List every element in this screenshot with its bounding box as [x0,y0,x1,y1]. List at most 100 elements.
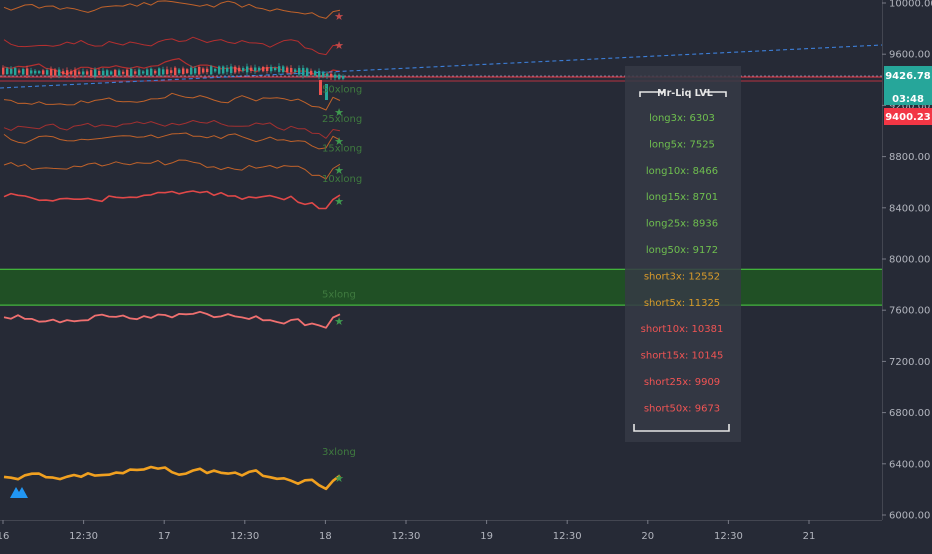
candle-body [122,71,125,74]
candle-body [18,70,21,73]
candle-body [202,68,205,73]
candle-body [14,68,17,75]
y-tick-label: 8400.00 [889,203,930,214]
candle-body [110,71,113,75]
candle-body [6,68,9,75]
candle-body [66,70,69,76]
liq-table-row: long10x: 8466 [646,166,718,177]
level-label-3xlong: 3xlong [322,447,356,458]
star-marker-icon: ★ [334,195,344,208]
candle-body [82,71,85,75]
candle-body [118,70,121,76]
candle-body [174,67,177,76]
highlight-zone [0,269,882,306]
candle-body [138,69,141,76]
candle-body [70,71,73,75]
level-line-6 [3,132,341,150]
candle-body [78,71,81,75]
candle-body [330,73,333,78]
candle-body [302,67,305,76]
level-label-50xlong: 50xlong [322,85,362,96]
candle-body [194,68,197,74]
candle-body [198,66,201,75]
candle-body [94,69,97,77]
candle-body [90,70,93,76]
candle-body [50,69,53,76]
candle-body [178,69,181,74]
candle-body [338,74,341,79]
candle-body [10,68,13,74]
candle-body [310,70,313,75]
liq-table-row: short15x: 10145 [641,351,724,362]
current-price-value: 9426.78 [885,71,931,82]
star-marker-icon: ★ [334,106,344,119]
candle-body [306,68,309,77]
candle-body [58,69,61,76]
liq-table-row: long3x: 6303 [649,113,715,124]
candle-body [154,70,157,74]
candle-body [270,66,273,72]
candle-body [142,71,145,74]
x-tick-label: 17 [158,531,171,542]
level-line-9 [3,310,341,329]
candle-body [62,71,65,75]
candle-body [98,71,101,75]
candle-body [42,70,45,75]
liq-table-row: short50x: 9673 [644,403,720,414]
candle-body [190,67,193,75]
candle-body [318,70,321,77]
candle-body [290,67,293,73]
star-marker-icon: ★ [334,164,344,177]
liq-table-panel [625,66,741,442]
candle-body [150,68,153,76]
candle-body [242,68,245,71]
x-tick-label: 16 [0,531,9,542]
level-label-5xlong: 5xlong [322,289,356,300]
candle-body [114,69,117,76]
level-label-25xlong: 25xlong [322,114,362,125]
y-tick-label: 9600.00 [889,50,930,61]
candle-body [282,66,285,73]
tradingview-logo-icon [10,487,28,498]
candle-body [226,67,229,72]
candle-body [162,69,165,75]
liq-table-title: Mr-Liq LVL [657,88,713,99]
level-line-2 [3,36,341,56]
star-marker-icon: ★ [334,10,344,23]
level-label-15xlong: 15xlong [322,143,362,154]
candle-body [258,67,261,71]
table-bracket-top-left [639,91,665,97]
level-line-7 [3,159,341,180]
candle-body [246,66,249,73]
candle-body [314,71,317,76]
candle-body [2,67,5,75]
candle-body [22,69,25,75]
liq-table-row: long25x: 8936 [646,219,718,230]
candle-body [130,69,133,77]
x-tick-label: 19 [480,531,493,542]
candle-body [238,67,241,72]
liq-table-row: long50x: 9172 [646,245,718,256]
candle-body [146,69,149,76]
candle-body [86,71,89,75]
candle-body [46,70,49,75]
level-label-10xlong: 10xlong [322,174,362,185]
star-marker-icon: ★ [334,135,344,148]
candle-body [250,67,253,71]
x-tick-label: 12:30 [230,531,259,542]
level-price-tag[interactable] [884,108,932,125]
candle-body [254,67,257,71]
level-line-10 [3,465,341,491]
liq-table-row: short10x: 10381 [641,324,724,335]
candle-body [325,84,328,100]
candle-body [38,71,41,74]
liq-table-row: long5x: 7525 [649,139,715,150]
candle-body [294,69,297,72]
candle-body [322,72,325,77]
trend-line [0,44,883,89]
table-bracket-top-right [705,91,727,97]
current-price-tag[interactable] [884,66,932,105]
candle-body [262,66,265,72]
